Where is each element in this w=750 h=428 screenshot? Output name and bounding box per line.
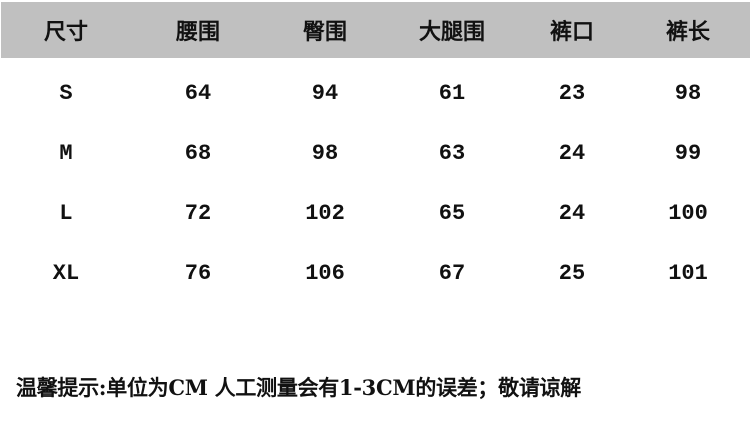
header-size: 尺寸 [43,19,88,45]
table-cell: 68 [184,141,212,166]
header-thigh: 大腿围 [418,19,485,45]
table-cell: 72 [184,201,212,226]
table-cell: 24 [558,201,586,226]
table-cell: 102 [305,201,345,226]
header-length: 裤长 [665,19,710,45]
header-hip: 臀围 [302,19,347,45]
table-cell: 101 [668,261,708,286]
table-cell: 64 [184,81,212,106]
table-cell: 23 [558,81,586,106]
header-waist: 腰围 [175,19,220,45]
table-cell: 67 [438,261,466,286]
table-cell: 25 [558,261,586,286]
size-label-cell: S [59,81,73,106]
table-cell: 99 [674,141,702,166]
table-cell: 98 [311,141,339,166]
table-cell: 94 [311,81,339,106]
size-label-cell: XL [52,261,80,286]
size-label-cell: L [59,201,73,226]
table-cell: 65 [438,201,466,226]
table-cell: 98 [674,81,702,106]
table-cell: 76 [184,261,212,286]
measurement-note: 温馨提示:单位为CM 人工测量会有1-3CM的误差；敬请谅解 [16,375,581,400]
size-label-cell: M [59,141,73,166]
table-cell: 63 [438,141,466,166]
header-leg-opening: 裤口 [549,19,594,45]
table-header [1,2,750,58]
table-cell: 100 [668,201,708,226]
table-cell: 106 [305,261,345,286]
table-cell: 24 [558,141,586,166]
table-cell: 61 [438,81,466,106]
